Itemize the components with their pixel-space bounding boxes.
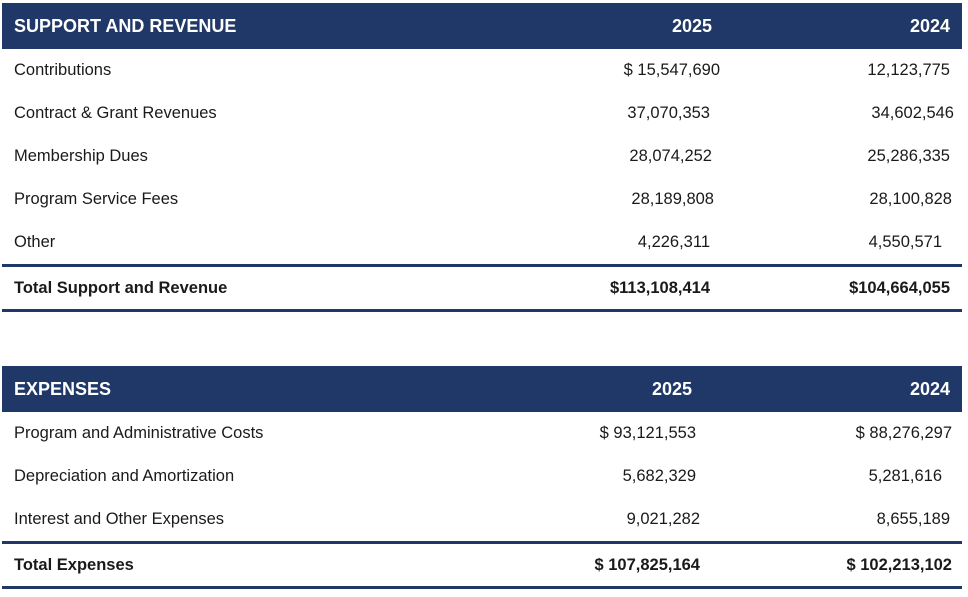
total-label: Total Expenses: [14, 556, 134, 574]
column-header-2025: 2025: [671, 16, 713, 36]
support-revenue-header: SUPPORT AND REVENUE 2025 2024: [2, 3, 962, 49]
row-label: Program Service Fees: [14, 190, 179, 208]
table-row: Program Service Fees 28,189,808 28,100,8…: [2, 178, 962, 221]
table-row: Interest and Other Expenses 9,021,282 8,…: [2, 498, 962, 541]
total-2025: $ 107,825,164: [594, 556, 700, 574]
row-label: Contributions: [14, 61, 112, 79]
section-title: EXPENSES: [14, 379, 112, 399]
expenses-header: EXPENSES 2025 2024: [2, 366, 962, 412]
column-header-2024: 2024: [909, 16, 950, 36]
total-label: Total Support and Revenue: [14, 279, 228, 297]
column-header-2024: 2024: [909, 379, 950, 399]
total-2025: $113,108,414: [609, 279, 710, 297]
total-divider: [2, 541, 962, 544]
bottom-divider: [2, 309, 962, 312]
total-divider: [2, 264, 962, 267]
value-2024: $ 88,276,297: [855, 424, 952, 442]
table-row: Depreciation and Amortization 5,682,329 …: [2, 455, 962, 498]
row-label: Contract & Grant Revenues: [14, 104, 217, 122]
value-2025: 9,021,282: [626, 510, 700, 528]
row-label: Other: [14, 233, 56, 251]
bottom-divider: [2, 586, 962, 589]
total-2024: $104,664,055: [849, 279, 950, 297]
table-row: Membership Dues 28,074,252 25,286,335: [2, 135, 962, 178]
total-2024: $ 102,213,102: [846, 556, 952, 574]
value-2024: 5,281,616: [868, 467, 942, 485]
row-label: Depreciation and Amortization: [14, 467, 235, 485]
expenses-table: EXPENSES 2025 2024 Program and Administr…: [2, 366, 962, 589]
value-2024: 34,602,546: [871, 104, 954, 122]
section-title: SUPPORT AND REVENUE: [14, 16, 237, 36]
row-label: Membership Dues: [14, 147, 148, 165]
value-2025: $ 15,547,690: [623, 61, 720, 79]
value-2025: 28,074,252: [629, 147, 712, 165]
total-row: Total Support and Revenue $113,108,414 $…: [2, 267, 962, 309]
value-2024: 4,550,571: [868, 233, 942, 251]
value-2025: 4,226,311: [637, 233, 710, 251]
table-row: Contract & Grant Revenues 37,070,353 34,…: [2, 92, 962, 135]
value-2024: 28,100,828: [869, 190, 952, 208]
table-row: Contributions $ 15,547,690 12,123,775: [2, 49, 962, 92]
table-row: Other 4,226,311 4,550,571: [2, 221, 962, 264]
value-2024: 25,286,335: [867, 147, 950, 165]
total-row: Total Expenses $ 107,825,164 $ 102,213,1…: [2, 544, 962, 586]
value-2025: 28,189,808: [631, 190, 714, 208]
row-label: Program and Administrative Costs: [14, 424, 264, 442]
value-2024: 8,655,189: [876, 510, 950, 528]
row-label: Interest and Other Expenses: [14, 510, 225, 528]
table-row: Program and Administrative Costs $ 93,12…: [2, 412, 962, 455]
value-2025: $ 93,121,553: [599, 424, 696, 442]
support-revenue-table: SUPPORT AND REVENUE 2025 2024 Contributi…: [2, 3, 962, 312]
value-2024: 12,123,775: [867, 61, 950, 79]
value-2025: 5,682,329: [622, 467, 696, 485]
value-2025: 37,070,353: [627, 104, 710, 122]
column-header-2025: 2025: [651, 379, 693, 399]
